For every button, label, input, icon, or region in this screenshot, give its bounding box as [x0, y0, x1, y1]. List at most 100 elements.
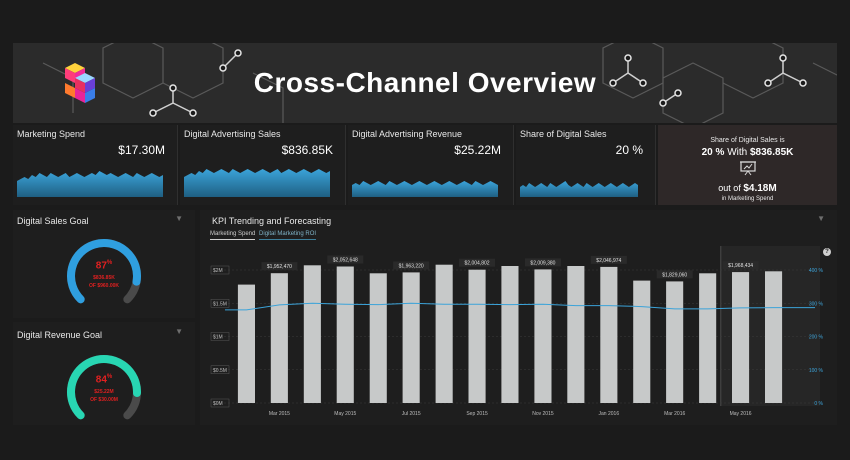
share-intro: Share of Digital Sales is [710, 137, 785, 144]
filter-icon[interactable]: ▼ [175, 214, 183, 223]
sparkline-path [17, 171, 163, 197]
x-tick-label: Jul 2015 [402, 411, 421, 417]
bar-may-2016[interactable] [732, 272, 750, 403]
share-with: With [727, 147, 748, 158]
x-tick-label: Mar 2016 [664, 411, 685, 417]
y-right-tick-label: 0 % [814, 401, 823, 407]
share-amount: $836.85K [749, 147, 794, 158]
data-label-bg [393, 261, 430, 270]
sparkline-path [352, 181, 498, 197]
bar-nov-2015[interactable] [534, 269, 552, 403]
kpi-value: $836.85K [281, 143, 333, 157]
kpi-digital-advertising-sales[interactable]: Digital Advertising Sales $836.85K [180, 125, 346, 205]
tab-marketing-spend[interactable]: Marketing Spend [210, 231, 256, 240]
data-label: $2,046,974 [596, 258, 621, 264]
x-tick-label: May 2016 [730, 411, 752, 417]
y-left-tick-box [210, 332, 230, 341]
y-right-tick-label: 400 % [809, 268, 824, 274]
bar-jul-2015[interactable] [402, 272, 420, 403]
y-left-tick-label: $0.5M [213, 368, 227, 374]
share-summary-card: Share of Digital Sales is 20 % With $836… [658, 125, 837, 205]
panel-title: Digital Revenue Goal [17, 330, 103, 340]
y-left-tick-box [210, 365, 230, 374]
sparkline-area [17, 171, 163, 197]
gauge-percent: 87% [95, 260, 113, 272]
kpi-label: Digital Advertising Revenue [352, 129, 463, 139]
kpi-share-of-digital-sales[interactable]: Share of Digital Sales 20 % [516, 125, 656, 205]
y-left-tick-box [210, 398, 230, 408]
sales-goal-gauge [67, 239, 141, 304]
bar-mar-2015[interactable] [270, 273, 288, 403]
share-out-of: out of [718, 183, 741, 193]
bar-oct-2015[interactable] [501, 266, 519, 403]
digital-sales-goal-panel: Digital Sales Goal ▼ 87% $836.85K OF $96… [13, 210, 195, 318]
x-tick-label: Sep 2015 [466, 411, 488, 417]
y-left-tick-label: $2M [213, 268, 223, 274]
share-total: out of $4.18M [658, 183, 837, 194]
bar-aug-2015[interactable] [435, 264, 453, 403]
x-tick-label: Mar 2015 [269, 411, 290, 417]
data-label-bg [590, 255, 627, 264]
data-label-bg [722, 261, 759, 270]
gauge-value: $836.85K [93, 275, 115, 281]
gauge-fill [67, 355, 141, 420]
panel-title: Digital Sales Goal [17, 216, 89, 226]
logo-icon [65, 63, 95, 103]
share-total-value: $4.18M [743, 183, 777, 194]
filter-icon[interactable]: ▼ [817, 214, 825, 223]
x-tick-label: Jan 2016 [599, 411, 620, 417]
bar-dec-2015[interactable] [567, 266, 585, 403]
presentation-icon [739, 161, 756, 176]
sparkline-area [520, 181, 638, 197]
data-label-bg [327, 255, 364, 264]
kpi-digital-advertising-revenue[interactable]: Digital Advertising Revenue $25.22M [348, 125, 514, 205]
bar-jun-2016[interactable] [765, 271, 783, 403]
filter-icon[interactable]: ▼ [175, 327, 183, 336]
data-label-bg [261, 262, 298, 271]
help-icon[interactable]: ? [823, 248, 831, 256]
page-title: Cross-Channel Overview [253, 67, 597, 98]
gauge-target: OF $30.00M [90, 397, 118, 403]
sparkline-area [184, 169, 330, 197]
y-right-tick-label: 300 % [809, 301, 824, 307]
bar-feb-2015[interactable] [237, 284, 255, 403]
y-left-tick-label: $1M [213, 335, 223, 341]
bar-jun-2015[interactable] [369, 273, 387, 403]
kpi-label: Share of Digital Sales [520, 129, 607, 139]
share-footer: in Marketing Spend [721, 196, 774, 202]
kpi-trending-panel: KPI Trending and Forecasting ▼ Marketing… [200, 210, 837, 425]
bar-apr-2016[interactable] [699, 273, 717, 403]
x-tick-label: Nov 2015 [532, 411, 554, 417]
bar-feb-2016[interactable] [633, 280, 651, 403]
tab-digital-marketing-roi[interactable]: Digital Marketing ROI [259, 231, 317, 240]
y-left-tick-label: $0M [213, 401, 223, 407]
bar-jan-2016[interactable] [600, 266, 618, 403]
panel-title: KPI Trending and Forecasting [212, 216, 332, 226]
share-headline: 20 % With $836.85K [658, 147, 837, 158]
y-right-tick-label: 100 % [809, 368, 824, 374]
data-label: $1,968,434 [728, 263, 753, 269]
y-left-tick-box [210, 299, 230, 308]
gauge-target: OF $960.00K [88, 283, 120, 289]
kpi-value: $17.30M [118, 143, 165, 157]
chart-tabs: Marketing Spend Digital Marketing ROI [210, 231, 318, 240]
y-left-tick-label: $1.5M [213, 301, 227, 307]
data-label-bg [524, 258, 561, 267]
x-tick-label: May 2015 [334, 411, 356, 417]
gauge-value: $25.22M [94, 389, 114, 395]
roi-line [225, 302, 815, 311]
kpi-value: 20 % [615, 143, 643, 157]
sparkline-path [520, 181, 638, 197]
y-left-tick-box [210, 265, 230, 275]
data-label: $1,952,470 [267, 264, 292, 270]
share-pct: 20 % [701, 147, 725, 158]
bar-may-2015[interactable] [336, 266, 354, 404]
digital-revenue-goal-panel: Digital Revenue Goal ▼ 84% $25.22M OF $3… [13, 322, 195, 425]
revenue-goal-gauge [67, 355, 141, 420]
kpi-marketing-spend[interactable]: Marketing Spend $17.30M [13, 125, 178, 205]
bar-apr-2015[interactable] [303, 265, 321, 403]
bar-mar-2016[interactable] [666, 281, 684, 403]
bar-sep-2015[interactable] [468, 269, 486, 403]
hexagon-pattern [42, 43, 837, 123]
data-label: $2,004,802 [465, 261, 490, 267]
